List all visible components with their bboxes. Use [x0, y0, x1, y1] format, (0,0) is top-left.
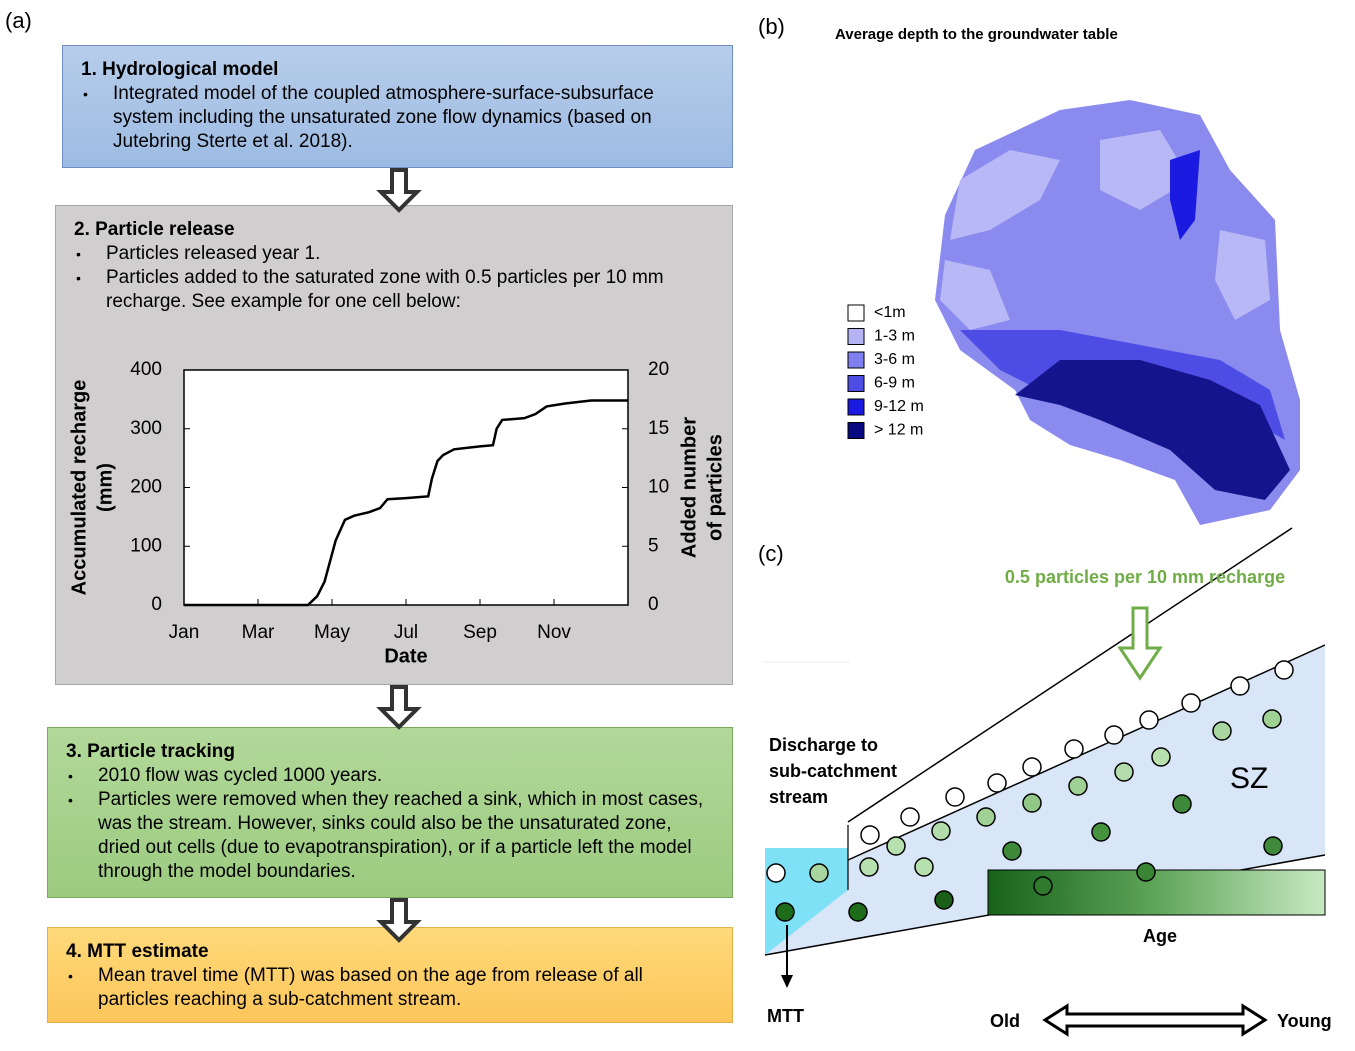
particle — [915, 858, 933, 876]
particle — [988, 774, 1006, 792]
x-tick-label: Jan — [169, 622, 200, 643]
x-tick-label: May — [314, 622, 350, 643]
particle — [935, 891, 953, 909]
x-axis-label: Date — [384, 645, 427, 667]
age-label: Age — [1143, 926, 1177, 946]
particle — [1264, 837, 1282, 855]
old-label: Old — [990, 1011, 1020, 1031]
particle — [1092, 823, 1110, 841]
legend-swatch — [848, 329, 864, 345]
recharge-label: 0.5 particles per 10 mm recharge — [1005, 567, 1285, 587]
particle — [810, 864, 828, 882]
y-tick-label: 0 — [151, 594, 162, 615]
legend-label: 3-6 m — [874, 351, 915, 368]
y-tick-label: 400 — [130, 359, 162, 380]
discharge-label: stream — [769, 787, 828, 807]
map-title: Average depth to the groundwater table — [835, 26, 1118, 43]
panel-label: (b) — [758, 14, 785, 39]
particle — [1069, 777, 1087, 795]
particle — [776, 903, 794, 921]
outlet-label: MTT — [767, 1006, 804, 1026]
x-tick-label: Mar — [242, 622, 275, 643]
particle — [860, 858, 878, 876]
particle — [1023, 794, 1041, 812]
y2-axis-label: of particles — [704, 434, 726, 541]
particle — [1231, 677, 1249, 695]
y-tick-label: 200 — [130, 477, 162, 498]
y-tick-label: 300 — [130, 418, 162, 439]
page: 1. Hydrological model Integrated model o… — [0, 0, 1355, 1051]
particle — [1213, 722, 1231, 740]
legend-label: 6-9 m — [874, 375, 915, 392]
legend-swatch — [848, 352, 864, 368]
particle — [1275, 661, 1293, 679]
panel-label: (a) — [5, 8, 32, 33]
y2-tick-label: 15 — [648, 418, 669, 439]
legend-label: <1m — [874, 304, 906, 321]
particle — [1115, 763, 1133, 781]
particle — [1263, 710, 1281, 728]
zone-label: SZ — [1230, 762, 1268, 795]
y2-tick-label: 0 — [648, 594, 659, 615]
particle — [849, 903, 867, 921]
young-label: Young — [1277, 1011, 1332, 1031]
legend-swatch — [848, 305, 864, 321]
x-tick-label: Sep — [463, 622, 497, 643]
y-axis-label: Accumulated recharge — [68, 380, 90, 596]
legend-label: > 12 m — [874, 422, 923, 439]
particle — [1137, 863, 1155, 881]
legend-swatch — [848, 423, 864, 439]
y2-tick-label: 10 — [648, 477, 669, 498]
particle — [1065, 740, 1083, 758]
y2-axis-label: Added number — [678, 417, 700, 558]
particle — [946, 788, 964, 806]
particle — [1034, 877, 1052, 895]
x-tick-label: Nov — [537, 622, 571, 643]
discharge-label: sub-catchment — [769, 761, 897, 781]
particle — [1182, 694, 1200, 712]
y2-tick-label: 20 — [648, 359, 669, 380]
particle — [1173, 795, 1191, 813]
particle — [1105, 726, 1123, 744]
y-axis-label: (mm) — [94, 463, 116, 512]
particle — [932, 822, 950, 840]
particle — [767, 864, 785, 882]
particle — [901, 808, 919, 826]
figure: (a) (b) (c) Average depth to the groundw… — [0, 0, 1355, 1051]
y-tick-label: 100 — [130, 535, 162, 556]
legend-label: 1-3 m — [874, 328, 915, 345]
discharge-label: Discharge to — [769, 735, 878, 755]
particle — [1003, 842, 1021, 860]
legend-swatch — [848, 399, 864, 415]
legend-label: 9-12 m — [874, 398, 924, 415]
particle — [977, 808, 995, 826]
particle — [861, 826, 879, 844]
particle — [1023, 758, 1041, 776]
y2-tick-label: 5 — [648, 535, 659, 556]
particle — [1140, 711, 1158, 729]
particle — [887, 837, 905, 855]
map — [935, 100, 1300, 525]
legend-swatch — [848, 376, 864, 392]
particle — [1152, 748, 1170, 766]
x-tick-label: Jul — [394, 622, 418, 643]
panel-label: (c) — [758, 541, 784, 566]
